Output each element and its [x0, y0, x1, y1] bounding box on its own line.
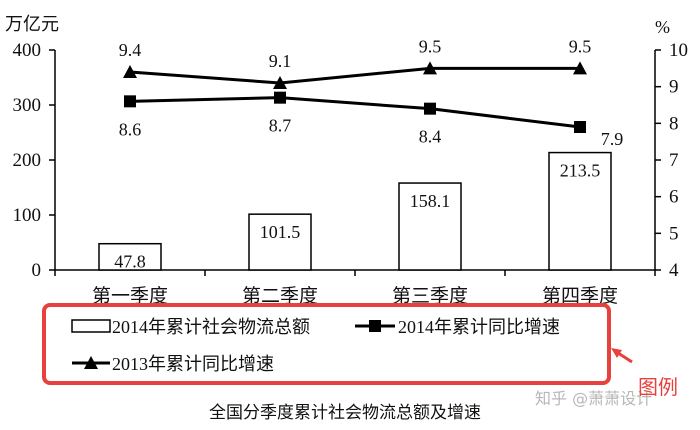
- right-tick-label: 5: [669, 223, 679, 244]
- line-2013-point: [423, 61, 437, 75]
- line-2013-path: [129, 66, 580, 85]
- bar: [548, 151, 612, 271]
- left-axis-ticks: 0 100 200 300 400: [13, 40, 55, 281]
- line-2014-value-label: 7.9: [601, 129, 624, 149]
- bar-value-label: 158.1: [410, 191, 451, 211]
- line-2013-value-label: 9.5: [419, 36, 442, 56]
- chart-caption: 全国分季度累计社会物流总额及增速: [209, 403, 481, 422]
- category-label: 第二季度: [242, 285, 318, 307]
- line-2014-point: [574, 121, 586, 133]
- line-2013-value-label: 9.1: [269, 51, 292, 71]
- left-tick-label: 400: [13, 40, 42, 61]
- line-2013-value-label: 9.5: [569, 36, 592, 56]
- line-2014-value-label: 8.6: [119, 119, 142, 139]
- callout-arrow-head: [611, 348, 622, 358]
- legend-highlight-box: [42, 303, 611, 385]
- legend-square-marker: [369, 320, 381, 332]
- category-label: 第一季度: [92, 285, 168, 307]
- left-tick-label: 200: [13, 150, 42, 171]
- left-tick-label: 0: [32, 260, 42, 281]
- category-ticks: 第一季度 第二季度 第三季度 第四季度: [54, 270, 656, 307]
- watermark: 知乎 @萧萧设计: [535, 389, 652, 408]
- left-tick-label: 300: [13, 95, 42, 116]
- legend-item-line-2014: 2014年累计同比增速: [398, 317, 560, 337]
- right-tick-label: 6: [669, 187, 679, 208]
- line-series: 8.6 8.7 8.4 7.9 9.4 9.1 9.5 9.5: [119, 36, 624, 149]
- category-label: 第三季度: [392, 285, 468, 307]
- line-2014-path: [129, 96, 581, 129]
- line-2014-point: [424, 102, 436, 115]
- line-2014-point: [124, 95, 136, 108]
- right-tick-label: 4: [669, 260, 679, 281]
- line-2014-point: [274, 91, 286, 104]
- bar-value-label: 101.5: [260, 222, 301, 242]
- right-axis-unit: %: [655, 17, 670, 37]
- right-tick-label: 7: [669, 150, 679, 171]
- category-label: 第四季度: [542, 285, 618, 307]
- legend-item-line-2013: 2013年累计同比增速: [112, 354, 274, 374]
- legend-bar-swatch: [71, 319, 111, 333]
- legend-triangle-marker: [84, 356, 98, 369]
- bar: [398, 182, 462, 271]
- left-axis-unit: 万亿元: [5, 14, 59, 34]
- line-2013-point: [573, 61, 587, 75]
- line-2014-value-label: 8.7: [269, 116, 292, 136]
- bar: [98, 242, 162, 271]
- legend-callout-label: 图例: [638, 375, 678, 399]
- right-tick-label: 9: [669, 77, 679, 98]
- legend: 2014年累计社会物流总额 2014年累计同比增速 2013年累计同比增速: [71, 317, 560, 374]
- right-tick-label: 10: [669, 40, 688, 61]
- bar: [248, 213, 312, 271]
- bar-value-label: 213.5: [560, 161, 601, 181]
- bar-series: 47.8 101.5 158.1 213.5: [98, 151, 612, 272]
- line-2013-value-label: 9.4: [119, 40, 142, 60]
- legend-item-bars: 2014年累计社会物流总额: [112, 317, 310, 337]
- right-tick-label: 8: [669, 113, 679, 134]
- left-tick-label: 100: [13, 205, 42, 226]
- line-2013-point: [273, 76, 287, 89]
- bar-value-label: 47.8: [114, 252, 146, 272]
- line-2013-point: [123, 65, 137, 78]
- right-axis-ticks: 4 5 6 7 8 9 10: [655, 40, 688, 281]
- line-2014-value-label: 8.4: [419, 127, 442, 147]
